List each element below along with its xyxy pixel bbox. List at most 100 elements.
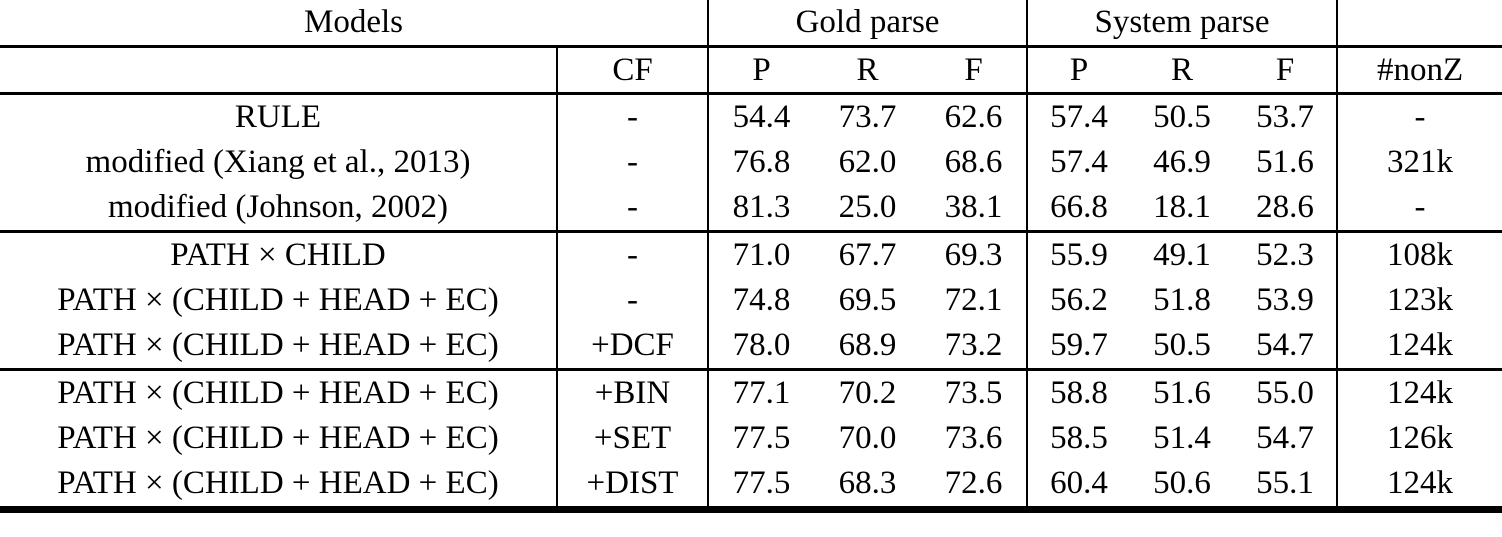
header-row-groups: Models Gold parse System parse — [0, 0, 1502, 48]
cell-gold-p: 71.0 — [707, 231, 814, 278]
cell-system-f: 28.6 — [1234, 185, 1338, 233]
cell-system-p: 58.5 — [1026, 416, 1131, 461]
header-gold-f: F — [921, 46, 1028, 95]
table-row: modified (Johnson, 2002) - 81.3 25.0 38.… — [0, 185, 1502, 233]
cell-gold-r: 62.0 — [838, 144, 897, 180]
cell-system-r: 50.5 — [1130, 323, 1235, 371]
header-system-p: P — [1026, 46, 1131, 95]
cell-gold-f: 73.6 — [944, 420, 1003, 456]
cell-gold-r: 69.5 — [838, 282, 897, 318]
cell-nonz: 321k — [1336, 140, 1502, 185]
header-gold-parse: Gold parse — [706, 0, 1028, 48]
cell-cf: +DCF — [556, 323, 708, 371]
cell-model: PATH × (CHILD + HEAD + EC) — [0, 323, 557, 371]
cell-system-p: 59.7 — [1026, 323, 1131, 371]
cell-gold-p: 81.3 — [707, 185, 814, 233]
cell-model: PATH × (CHILD + HEAD + EC) — [57, 282, 499, 318]
cell-nonz: 126k — [1336, 416, 1502, 461]
results-table: Models Gold parse System parse CF P R F … — [0, 0, 1502, 513]
cell-model: RULE — [234, 99, 322, 135]
header-cf: CF — [556, 46, 708, 95]
header-system-f: F — [1234, 46, 1338, 95]
cell-nonz: 108k — [1336, 231, 1502, 278]
table-row: PATH × (CHILD + HEAD + EC) +BIN 77.1 70.… — [0, 369, 1502, 416]
cell-model: modified (Xiang et al., 2013) — [85, 144, 471, 180]
cell-gold-f: 62.6 — [944, 99, 1003, 135]
cell-nonz: 123k — [1336, 278, 1502, 323]
cell-gold-f: 73.5 — [944, 375, 1003, 411]
table-row: PATH × (CHILD + HEAD + EC) +DCF 78.0 68.… — [0, 323, 1502, 371]
cell-system-p: 60.4 — [1026, 461, 1131, 513]
cell-system-r: 49.1 — [1153, 237, 1211, 273]
cell-gold-p: 74.8 — [707, 278, 814, 323]
cell-system-p: 56.2 — [1026, 278, 1131, 323]
cell-system-f: 53.9 — [1256, 282, 1314, 318]
cell-gold-p: 77.5 — [707, 416, 814, 461]
cell-system-f: 53.7 — [1256, 99, 1314, 135]
cell-gold-r: 73.7 — [838, 99, 897, 135]
cell-gold-p: 76.8 — [707, 140, 814, 185]
cell-cf: - — [556, 278, 708, 323]
header-nonz: #nonZ — [1336, 46, 1502, 95]
cell-model: PATH × CHILD — [170, 237, 386, 273]
cell-system-r: 51.6 — [1153, 375, 1211, 411]
cell-system-f: 54.7 — [1234, 323, 1338, 371]
cell-system-p: 57.4 — [1026, 140, 1131, 185]
cell-model: PATH × (CHILD + HEAD + EC) — [57, 420, 499, 456]
cell-gold-r: 25.0 — [814, 185, 921, 233]
header-models: Models — [0, 0, 708, 48]
cell-system-p: 58.8 — [1026, 369, 1131, 416]
cell-gold-p: 54.4 — [707, 93, 814, 140]
cell-system-f: 52.3 — [1256, 237, 1314, 273]
cell-gold-f: 68.6 — [944, 144, 1003, 180]
cell-cf: +DIST — [556, 461, 708, 513]
cell-gold-r: 68.9 — [814, 323, 921, 371]
cell-model: modified (Johnson, 2002) — [0, 185, 557, 233]
header-gold-p: P — [707, 46, 814, 95]
cell-system-p: 57.4 — [1026, 93, 1131, 140]
cell-gold-r: 68.3 — [814, 461, 921, 513]
table-row: PATH × (CHILD + HEAD + EC) +DIST 77.5 68… — [0, 461, 1502, 513]
cell-gold-p: 78.0 — [707, 323, 814, 371]
cell-gold-r: 70.2 — [838, 375, 897, 411]
cell-cf: - — [556, 185, 708, 233]
table-row: PATH × CHILD - 71.0 67.7 69.3 55.9 49.1 … — [0, 231, 1502, 278]
cell-cf: - — [556, 140, 708, 185]
cell-system-p: 55.9 — [1026, 231, 1131, 278]
cell-system-f: 51.6 — [1256, 144, 1314, 180]
cell-nonz: 124k — [1336, 461, 1502, 513]
cell-gold-f: 72.6 — [921, 461, 1028, 513]
cell-gold-p: 77.1 — [707, 369, 814, 416]
header-model-blank — [0, 46, 557, 95]
cell-system-r: 50.5 — [1153, 99, 1211, 135]
cell-cf: - — [556, 93, 708, 140]
cell-gold-r: 70.0 — [838, 420, 897, 456]
cell-gold-r: 67.7 — [838, 237, 897, 273]
cell-system-r: 50.6 — [1130, 461, 1235, 513]
header-system-parse: System parse — [1026, 0, 1338, 48]
cell-cf: +BIN — [556, 369, 708, 416]
table-row: RULE - 54.4 73.7 62.6 57.4 50.5 53.7 - — [0, 93, 1502, 140]
table-row: PATH × (CHILD + HEAD + EC) - 74.8 69.5 7… — [0, 278, 1502, 323]
table-row: modified (Xiang et al., 2013) - 76.8 62.… — [0, 140, 1502, 185]
header-system-r: R — [1130, 46, 1235, 95]
cell-system-r: 51.8 — [1153, 282, 1211, 318]
cell-nonz: 124k — [1336, 323, 1502, 371]
cell-gold-p: 77.5 — [707, 461, 814, 513]
cell-system-r: 51.4 — [1153, 420, 1211, 456]
cell-gold-f: 72.1 — [944, 282, 1003, 318]
header-corner-blank — [1336, 0, 1502, 48]
cell-gold-f: 73.2 — [921, 323, 1028, 371]
cell-cf: - — [556, 231, 708, 278]
cell-system-p: 66.8 — [1026, 185, 1131, 233]
cell-cf: +SET — [556, 416, 708, 461]
cell-system-f: 55.0 — [1256, 375, 1314, 411]
cell-system-f: 54.7 — [1256, 420, 1314, 456]
cell-system-r: 18.1 — [1130, 185, 1235, 233]
cell-gold-f: 38.1 — [921, 185, 1028, 233]
cell-system-f: 55.1 — [1234, 461, 1338, 513]
table-row: PATH × (CHILD + HEAD + EC) +SET 77.5 70.… — [0, 416, 1502, 461]
cell-nonz: 124k — [1336, 369, 1502, 416]
cell-system-r: 46.9 — [1153, 144, 1211, 180]
